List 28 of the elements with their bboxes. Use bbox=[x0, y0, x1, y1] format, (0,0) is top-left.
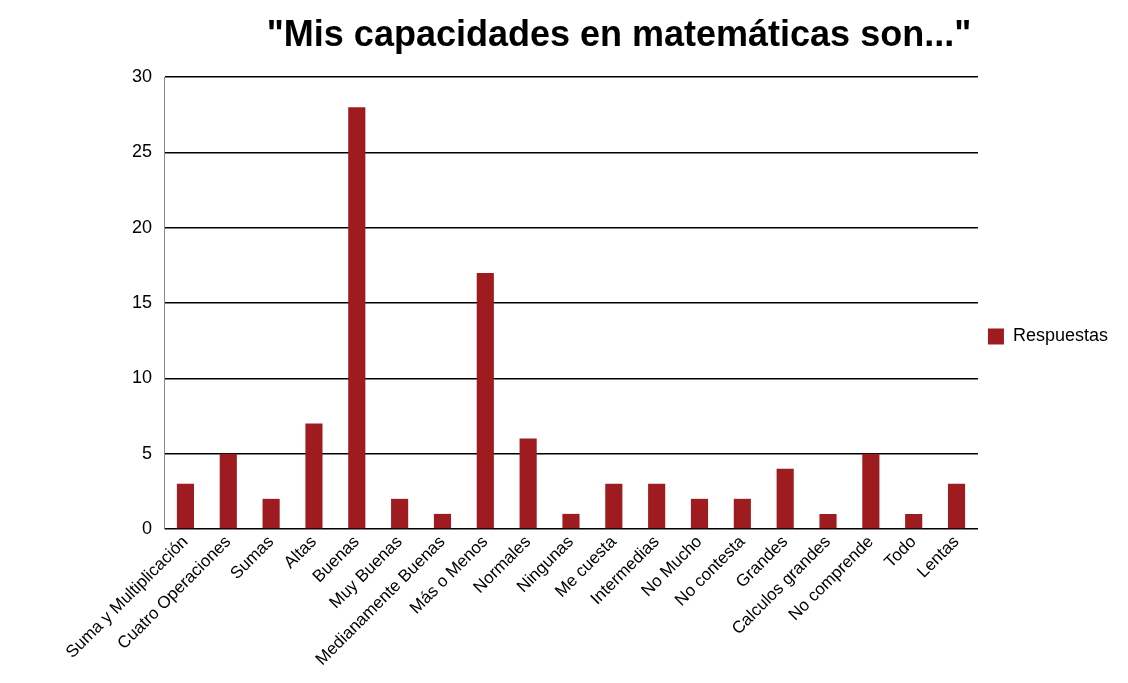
legend-label: Respuestas bbox=[1012, 325, 1109, 346]
bar bbox=[176, 483, 195, 529]
y-tick-label: 30 bbox=[131, 66, 153, 87]
bar bbox=[819, 513, 837, 529]
bar bbox=[433, 513, 452, 529]
bar bbox=[348, 107, 366, 529]
bar bbox=[905, 513, 923, 529]
bar bbox=[733, 498, 751, 529]
bar bbox=[776, 468, 794, 529]
bar bbox=[648, 483, 666, 529]
bar bbox=[305, 423, 323, 529]
bar bbox=[605, 483, 623, 529]
bar bbox=[391, 498, 409, 529]
bar bbox=[219, 453, 237, 529]
y-tick-label: 10 bbox=[131, 367, 153, 388]
bar bbox=[476, 272, 494, 529]
chart-title: "Mis capacidades en matemáticas son..." bbox=[266, 12, 972, 54]
bar bbox=[562, 513, 580, 529]
y-tick-label: 20 bbox=[131, 216, 153, 237]
bar bbox=[519, 438, 537, 529]
y-tick-label: 5 bbox=[142, 442, 153, 463]
y-tick-label: 0 bbox=[142, 517, 153, 538]
y-tick-label: 25 bbox=[131, 141, 153, 162]
bar bbox=[690, 498, 709, 529]
bar bbox=[947, 483, 966, 529]
bar bbox=[862, 453, 880, 529]
y-tick-label: 15 bbox=[131, 292, 153, 313]
bar bbox=[262, 498, 280, 529]
